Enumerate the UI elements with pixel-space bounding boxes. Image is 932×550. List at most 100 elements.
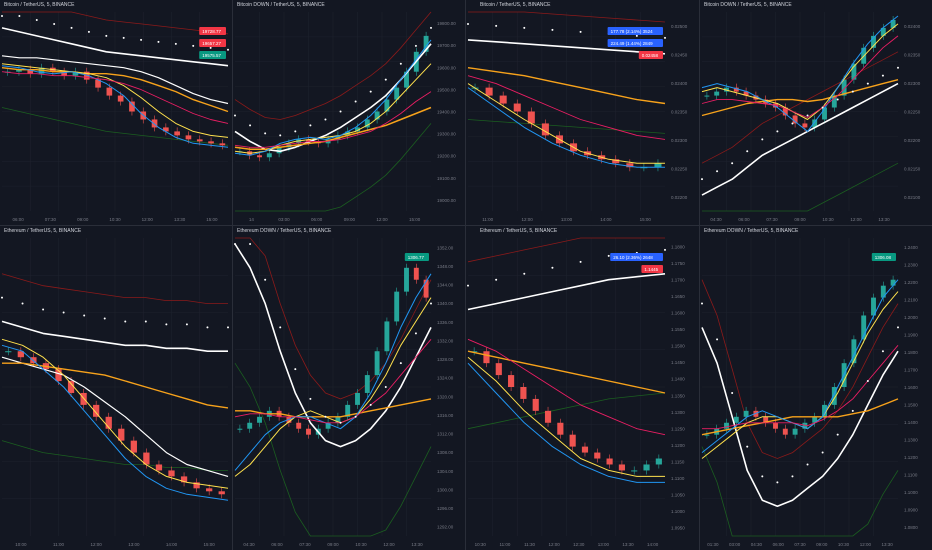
chart-panel-4[interactable]: 0.02400 0.02350 0.02300 0.02250 0.02200 0.021… [700, 0, 932, 225]
dot-indicator [53, 22, 56, 25]
panel-title-6: Ethereum DOWN / TetherUS, 5, BINANCE [237, 228, 332, 234]
y-tick-label: 1332.00 [437, 338, 454, 343]
price-label-box [871, 253, 896, 261]
x-tick-label: 11:00 [499, 542, 510, 547]
divider-v-1[interactable] [232, 0, 233, 550]
dot-indicator [21, 302, 24, 305]
y-tick-label: 19100.00 [437, 176, 456, 181]
y-tick-label: 1.1200 [904, 455, 918, 460]
x-tick-label: 10:30 [109, 217, 121, 222]
candle-body [404, 267, 409, 292]
y-tick-label: 0.02300 [904, 81, 921, 86]
candle-body [306, 139, 311, 142]
x-tick-label: 09:00 [344, 217, 356, 222]
candle-body [724, 422, 729, 429]
chart-panel-8[interactable]: 1.2400 1.2300 1.2200 1.2100 1.2000 1.1900 1.18… [700, 226, 932, 550]
price-label-text: 26.10 (2.36%) 2648 [613, 255, 653, 260]
candle-body [206, 488, 213, 492]
dot-indicator [866, 82, 869, 85]
chart-panel-3[interactable]: 0.02500 0.02450 0.02400 0.02350 0.02300 0.022… [466, 0, 699, 225]
candle-body [247, 422, 253, 429]
y-tick-label: 1.1400 [904, 420, 918, 425]
candle-body [640, 167, 648, 169]
y-tick-label: 1.1700 [671, 277, 685, 282]
dot-indicator [731, 391, 734, 394]
x-tick-label: 06:00 [13, 217, 25, 222]
candle-body [118, 428, 125, 441]
candle-body [185, 135, 192, 140]
divider-h-1[interactable] [0, 225, 932, 226]
candle-body [812, 119, 818, 128]
dot-indicator [87, 30, 90, 33]
x-tick-label: 12:00 [142, 217, 154, 222]
chart-panel-5[interactable]: 10:00 11:00 12:00 13:00 14:00 15:00 Ethereum /… [0, 226, 232, 550]
divider-v-3[interactable] [699, 0, 700, 550]
series-line-2 [467, 67, 666, 105]
dot-indicator [234, 114, 236, 117]
panel-title-7: Ethereum / TetherUS, 5, BINANCE [480, 228, 558, 234]
candle-body [130, 440, 137, 453]
candle-body [782, 428, 788, 435]
chart-panel-7[interactable]: 1.1800 1.1750 1.1700 1.1650 1.1600 1.1550 1.15… [466, 226, 699, 550]
candle-body [266, 153, 272, 158]
x-tick-label: 15:00 [204, 542, 216, 547]
candle-body [890, 19, 896, 28]
x-tick-label: 10:00 [15, 542, 27, 547]
chart-svg-4: 0.02400 0.02350 0.02300 0.02250 0.02200 0.021… [701, 12, 921, 222]
y-tick-label: 0.02200 [904, 138, 921, 143]
chart-panel-1[interactable]: 06:00 07:30 09:00 10:30 12:00 13:30 15:00 19728… [0, 0, 232, 225]
candle-body [890, 279, 896, 286]
chart-svg-2: 19800.00 19700.00 19600.00 19500.00 19400.00… [234, 11, 456, 222]
y-tick-label: 1296.00 [437, 506, 454, 511]
x-tick-label: 09:00 [794, 217, 806, 222]
y-tick-label: 1.1550 [671, 327, 685, 332]
dot-indicator [399, 62, 402, 65]
y-tick-label: 1.1650 [671, 294, 685, 299]
y-tick-label: 1.1200 [671, 443, 685, 448]
dot-indicator [851, 90, 854, 93]
candle-body [27, 69, 34, 74]
dot-indicator [791, 475, 794, 478]
candle-body [394, 87, 400, 100]
divider-v-2[interactable] [465, 0, 466, 550]
chart-panel-2[interactable]: 19800.00 19700.00 19600.00 19500.00 19400.00… [233, 0, 465, 225]
dot-indicator [897, 326, 899, 329]
candle-body [364, 375, 370, 393]
candle-body [61, 71, 67, 76]
dot-indicator [124, 320, 127, 323]
candle-body [105, 416, 112, 429]
x-tick-label: 04:30 [710, 217, 722, 222]
x-tick-label: 13:30 [174, 217, 186, 222]
dot-indicator [635, 34, 638, 37]
candle-body [831, 95, 837, 108]
y-tick-label: 1304.00 [437, 469, 454, 474]
dot-indicator [227, 326, 229, 329]
dot-indicator [249, 242, 252, 245]
y-tick-label: 0.02300 [671, 138, 688, 143]
price-label-text: 19728.77 [202, 29, 221, 34]
candle-body [335, 416, 341, 423]
candle-body [532, 398, 539, 411]
x-tick-label: 12:00 [383, 542, 395, 547]
y-tick-label: 1324.00 [437, 376, 454, 381]
dot-indicator [249, 124, 252, 127]
candle-body [413, 267, 419, 280]
x-tick-label: 09:00 [327, 542, 339, 547]
candle-body [423, 35, 429, 52]
x-tick-label: 12:00 [549, 542, 561, 547]
price-label-text: 19575.57 [202, 53, 221, 58]
dot-indicator [157, 40, 160, 43]
chart-panel-6[interactable]: 1352.00 1348.00 1344.00 1340.00 1336.00 1332.… [233, 226, 465, 550]
y-tick-label: 0.02350 [904, 53, 921, 58]
y-tick-label: 1316.00 [437, 413, 454, 418]
candle-body [733, 87, 739, 92]
series-line-4 [701, 279, 899, 453]
x-tick-label: 06:00 [738, 217, 750, 222]
price-label-text: 1.1445 [644, 267, 658, 272]
band-upper-line [701, 279, 899, 459]
y-tick-label: 19000.00 [437, 198, 456, 203]
series-line-3 [701, 23, 899, 120]
y-tick-label: 1.2000 [904, 315, 918, 320]
candle-body [841, 79, 847, 96]
dot-indicator [761, 138, 764, 141]
